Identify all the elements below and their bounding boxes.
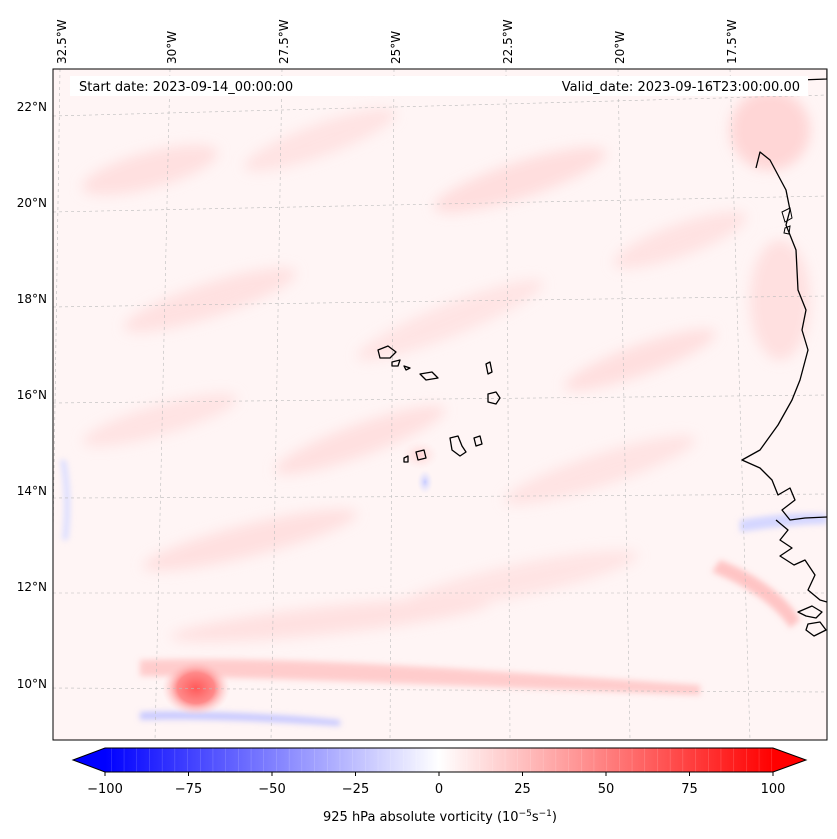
lon-label-20w: 20°W: [613, 31, 627, 64]
valid-date-label: Valid_date: 2023-09-16T23:00:00.00: [562, 80, 800, 95]
lat-label-20n: 20°N: [17, 196, 47, 210]
longitude-labels: 32.5°W 30°W 27.5°W 25°W 22.5°W 20°W 17.5…: [55, 19, 739, 64]
vorticity-field: [53, 69, 827, 740]
colorbar-steps: [105, 748, 773, 772]
map-frame: [52, 68, 828, 741]
island-brava: [403, 455, 409, 463]
island-sao-vicente: [391, 359, 401, 367]
vorticity-island-lee: [402, 441, 438, 469]
lon-label-22-5w: 22.5°W: [501, 19, 515, 64]
coastal-islet: [781, 207, 793, 235]
cape-verde-islands: [377, 345, 501, 463]
colorbar-tick-label: −75: [175, 782, 202, 797]
island-boa-vista: [487, 391, 501, 405]
lon-label-32-5w: 32.5°W: [55, 19, 69, 64]
island-sal: [485, 361, 493, 375]
lon-label-27-5w: 27.5°W: [277, 19, 291, 64]
lat-label-10n: 10°N: [17, 677, 47, 691]
colorbar-min-extension: [73, 748, 105, 772]
island-fogo: [415, 449, 427, 461]
colorbar-max-extension: [773, 748, 806, 772]
lon-label-17-5w: 17.5°W: [725, 19, 739, 64]
graticule: [53, 69, 827, 740]
colorbar-ticks: −100 −75 −50 −25 0 25 50 75 100: [87, 772, 785, 797]
island-santo-antao: [377, 345, 397, 359]
vorticity-island-minimum: [417, 470, 433, 494]
latitude-labels: 22°N 20°N 18°N 16°N 14°N 12°N 10°N: [17, 100, 47, 691]
colorbar-tick-label: −25: [342, 782, 369, 797]
field-texture: [82, 90, 810, 642]
lat-label-12n: 12°N: [17, 580, 47, 594]
colorbar-tick-label: 0: [435, 782, 443, 797]
lat-label-18n: 18°N: [17, 292, 47, 306]
colorbar: −100 −75 −50 −25 0 25 50 75 100 925 hPa absolute…: [71, 747, 808, 825]
colorbar-tick-label: 75: [681, 782, 698, 797]
vorticity-maximum: [162, 660, 230, 716]
lon-label-30w: 30°W: [165, 31, 179, 64]
island-santa-luzia: [403, 365, 411, 371]
colorbar-tick-label: 50: [598, 782, 615, 797]
island-sao-nicolau: [419, 371, 439, 381]
lat-label-16n: 16°N: [17, 388, 47, 402]
colorbar-tick-label: −50: [258, 782, 285, 797]
date-header-box: [70, 76, 808, 96]
lat-label-14n: 14°N: [17, 484, 47, 498]
colorbar-label: 925 hPa absolute vorticity (10−5s−1): [323, 809, 557, 825]
island-santiago: [449, 435, 467, 457]
colorbar-tick-label: 100: [761, 782, 786, 797]
colorbar-tick-label: 25: [514, 782, 531, 797]
colorbar-tick-label: −100: [87, 782, 123, 797]
start-date-label: Start date: 2023-09-14_00:00:00: [79, 80, 293, 95]
lon-label-25w: 25°W: [389, 31, 403, 64]
island-maio: [473, 435, 483, 447]
lat-label-22n: 22°N: [17, 100, 47, 114]
